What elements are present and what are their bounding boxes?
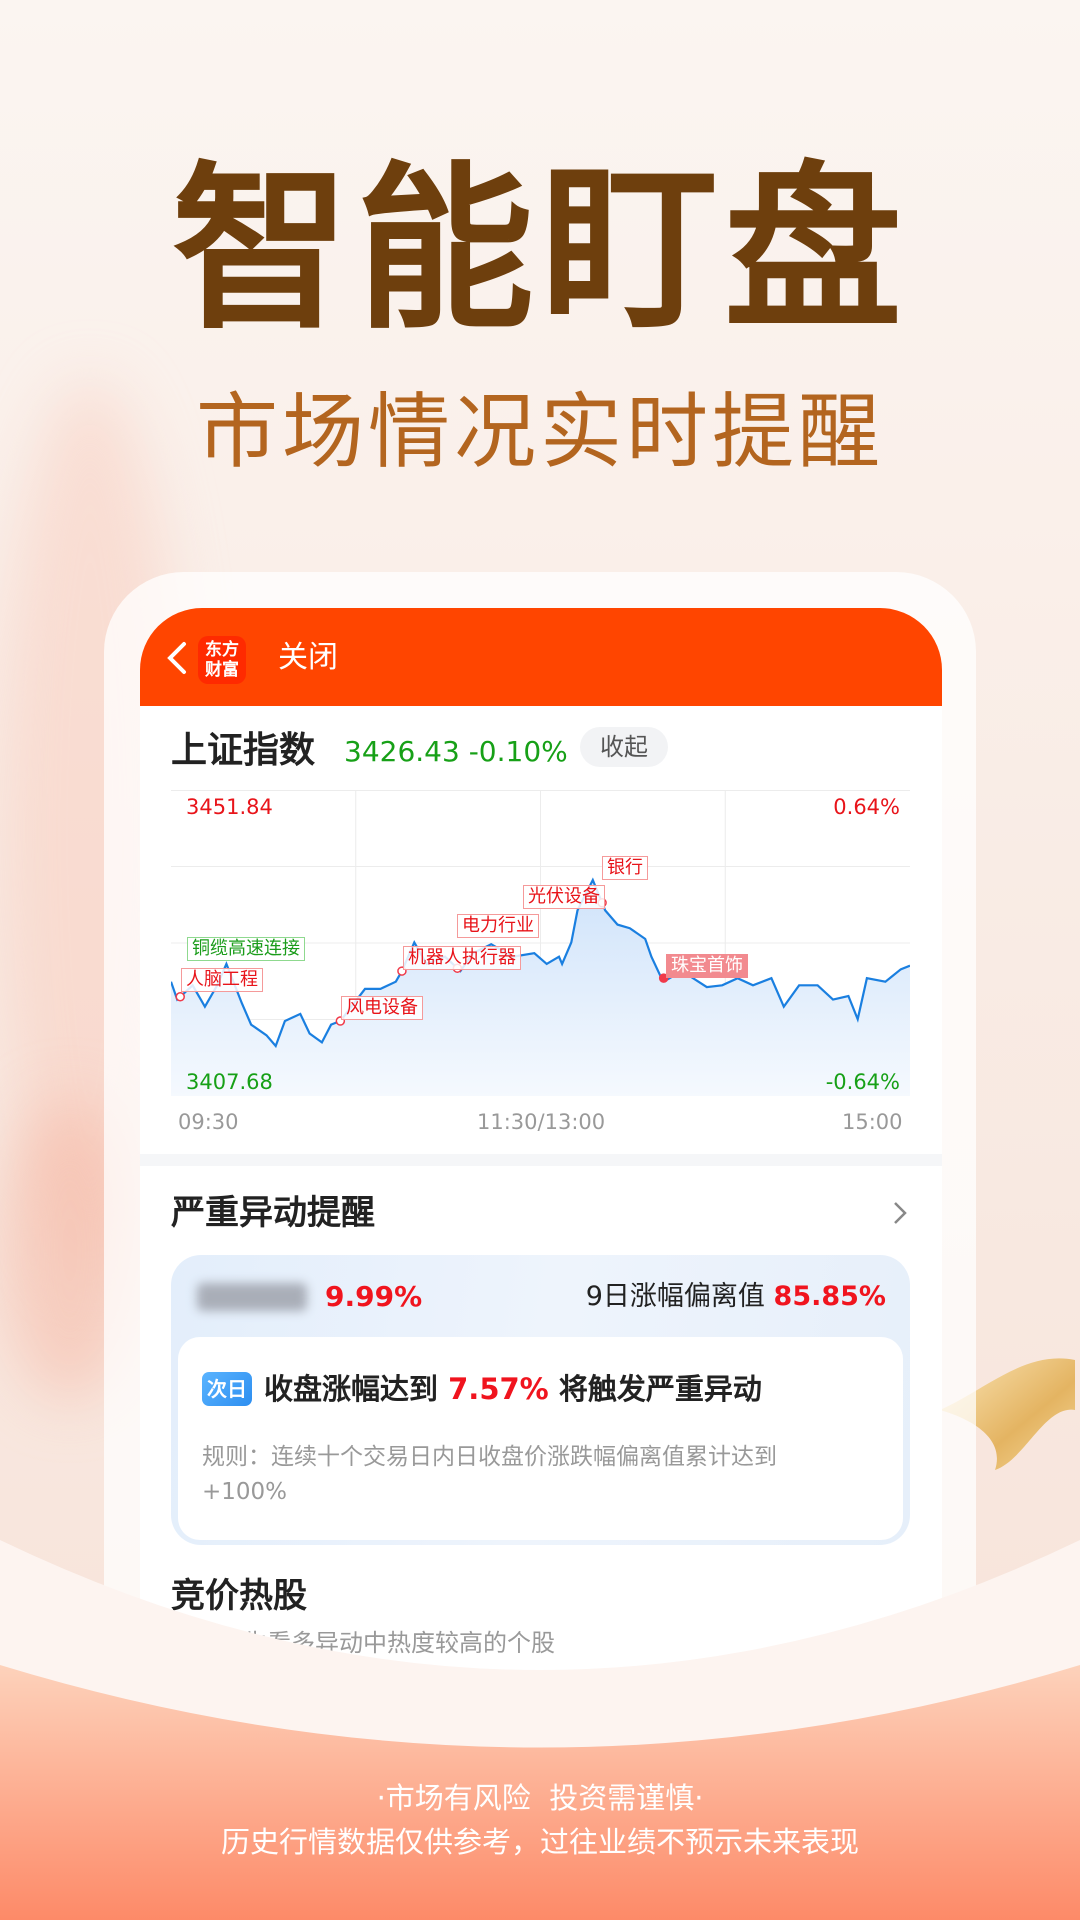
intraday-chart: 3451.84 0.64% 3407.68 -0.64% 铜缆高速连接 人脑工程… xyxy=(171,790,910,1096)
logo-text: 财富 xyxy=(205,660,239,680)
section-title-alert: 严重异动提醒 xyxy=(171,1193,375,1233)
index-price: 3426.43 xyxy=(344,735,460,768)
pct-top-label: 0.64% xyxy=(833,795,900,819)
trigger-suffix: 将触发严重异动 xyxy=(558,1372,762,1406)
alert-card[interactable]: 9.99% 9日涨幅偏离值 85.85% 次日 收盘涨幅达到 7.57% 将触发… xyxy=(171,1255,910,1545)
deviation-label: 9日涨幅偏离值 xyxy=(585,1281,765,1312)
price-area xyxy=(171,880,910,1096)
trigger-prefix: 收盘涨幅达到 xyxy=(264,1372,439,1406)
chart-canvas xyxy=(171,790,910,1096)
annotation-label[interactable]: 人脑工程 xyxy=(181,968,263,992)
price-line xyxy=(171,877,910,1049)
annotation-label[interactable]: 光伏设备 xyxy=(523,885,605,909)
section-title-hot: 竞价热股 xyxy=(171,1576,307,1616)
index-name: 上证指数 xyxy=(171,730,316,771)
rule-line: +100% xyxy=(202,1479,288,1505)
app-screen: 东方 财富 关闭 上证指数 3426.43 -0.10% 收起 3451.84 0… xyxy=(140,608,942,1808)
rule-line: 规则：连续十个交易日内日收盘价涨跌幅偏离值累计达到 xyxy=(202,1444,777,1470)
annotation-point xyxy=(658,973,669,983)
index-quote: 3426.43 -0.10% xyxy=(344,732,568,772)
x-tick-label: 15:00 xyxy=(842,1110,903,1134)
annotation-point xyxy=(175,992,185,1002)
history-disclaimer: 历史行情数据仅供参考，过往业绩不预示未来表现 xyxy=(220,1825,859,1859)
hero-title: 智能盯盘 xyxy=(172,146,908,353)
trigger-text: 收盘涨幅达到 7.57% 将触发严重异动 xyxy=(264,1369,762,1409)
alert-detail: 次日 收盘涨幅达到 7.57% 将触发严重异动 规则：连续十个交易日内日收盘价涨… xyxy=(178,1337,903,1540)
hero-subtitle: 市场情况实时提醒 xyxy=(195,385,884,480)
app-logo: 东方 财富 xyxy=(198,636,246,684)
logo-text: 东方 xyxy=(205,640,239,660)
annotation-label[interactable]: 电力行业 xyxy=(457,914,539,938)
back-arrow-icon[interactable] xyxy=(158,638,198,678)
risk-warning: ·市场有风险 投资需谨慎· xyxy=(376,1781,704,1815)
annotation-label[interactable]: 机器人执行器 xyxy=(403,946,521,970)
section-divider xyxy=(140,1154,942,1166)
trigger-value: 7.57% xyxy=(448,1372,549,1406)
collapse-button[interactable]: 收起 xyxy=(580,727,668,767)
x-tick-label: 11:30/13:00 xyxy=(477,1110,606,1134)
top-bar: 东方 财富 关闭 xyxy=(140,608,942,706)
gold-ribbon-decoration xyxy=(940,1358,1075,1470)
next-day-badge: 次日 xyxy=(202,1372,252,1406)
annotation-label[interactable]: 银行 xyxy=(602,856,648,880)
stock-change: 9.99% xyxy=(325,1280,423,1313)
y-bottom-label: 3407.68 xyxy=(186,1070,273,1094)
annotation-label[interactable]: 铜缆高速连接 xyxy=(187,937,305,961)
chevron-right-icon[interactable] xyxy=(888,1198,912,1228)
rule-text: 规则：连续十个交易日内日收盘价涨跌幅偏离值累计达到 +100% xyxy=(202,1440,882,1510)
annotation-label[interactable]: 珠宝首饰 xyxy=(666,954,748,978)
y-top-label: 3451.84 xyxy=(186,795,273,819)
pct-bottom-label: -0.64% xyxy=(825,1070,900,1094)
deviation-value: 85.85% xyxy=(773,1281,886,1312)
x-tick-label: 09:30 xyxy=(178,1110,239,1134)
deviation: 9日涨幅偏离值 85.85% xyxy=(586,1277,886,1317)
section-subtitle-hot: 展示产生看多异动中热度较高的个股 xyxy=(171,1629,555,1657)
close-button[interactable]: 关闭 xyxy=(278,640,338,675)
index-change: -0.10% xyxy=(468,735,568,768)
annotation-label[interactable]: 风电设备 xyxy=(341,996,423,1020)
stock-name-blurred xyxy=(197,1283,307,1311)
